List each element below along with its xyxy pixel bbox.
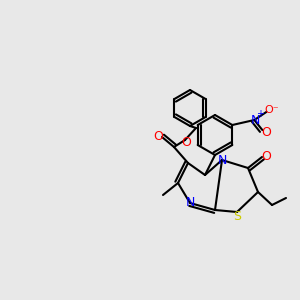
Text: N: N — [250, 113, 260, 127]
Text: N: N — [217, 154, 227, 166]
Text: +: + — [256, 109, 264, 119]
Text: O: O — [261, 125, 271, 139]
Text: O: O — [261, 151, 271, 164]
Text: O⁻: O⁻ — [264, 105, 279, 115]
Text: N: N — [185, 196, 195, 209]
Text: S: S — [233, 209, 241, 223]
Text: O: O — [153, 130, 163, 143]
Text: O: O — [181, 136, 191, 148]
